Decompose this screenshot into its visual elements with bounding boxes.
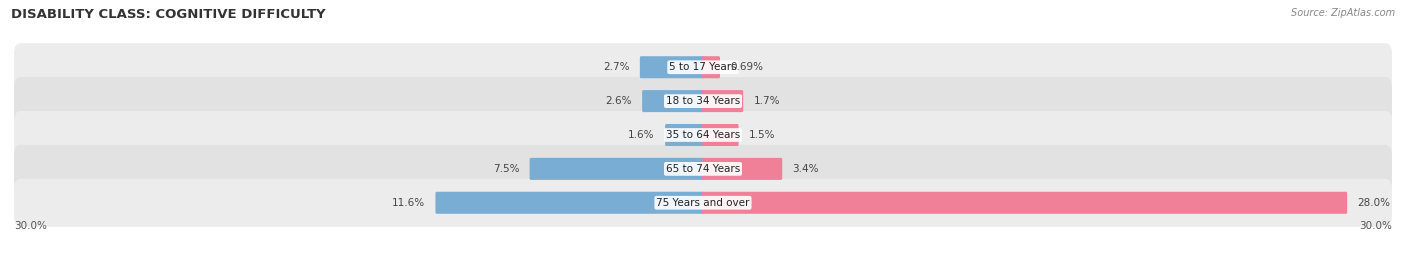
FancyBboxPatch shape <box>436 192 704 214</box>
FancyBboxPatch shape <box>14 77 1392 125</box>
FancyBboxPatch shape <box>14 111 1392 159</box>
Text: 1.7%: 1.7% <box>754 96 780 106</box>
Text: 2.7%: 2.7% <box>603 62 630 72</box>
Text: 18 to 34 Years: 18 to 34 Years <box>666 96 740 106</box>
FancyBboxPatch shape <box>702 56 720 78</box>
FancyBboxPatch shape <box>14 43 1392 91</box>
Text: 35 to 64 Years: 35 to 64 Years <box>666 130 740 140</box>
Text: 30.0%: 30.0% <box>14 221 46 231</box>
FancyBboxPatch shape <box>702 90 744 112</box>
Text: 1.5%: 1.5% <box>749 130 776 140</box>
FancyBboxPatch shape <box>702 158 782 180</box>
FancyBboxPatch shape <box>643 90 704 112</box>
Text: 1.6%: 1.6% <box>628 130 655 140</box>
Text: 5 to 17 Years: 5 to 17 Years <box>669 62 737 72</box>
Text: 11.6%: 11.6% <box>392 198 425 208</box>
FancyBboxPatch shape <box>665 124 704 146</box>
FancyBboxPatch shape <box>702 192 1347 214</box>
Text: 3.4%: 3.4% <box>793 164 820 174</box>
Text: 7.5%: 7.5% <box>492 164 519 174</box>
Text: 28.0%: 28.0% <box>1358 198 1391 208</box>
Text: 2.6%: 2.6% <box>606 96 631 106</box>
FancyBboxPatch shape <box>14 179 1392 227</box>
FancyBboxPatch shape <box>530 158 704 180</box>
Text: DISABILITY CLASS: COGNITIVE DIFFICULTY: DISABILITY CLASS: COGNITIVE DIFFICULTY <box>11 8 326 21</box>
Text: 75 Years and over: 75 Years and over <box>657 198 749 208</box>
Text: Source: ZipAtlas.com: Source: ZipAtlas.com <box>1291 8 1395 18</box>
Text: 65 to 74 Years: 65 to 74 Years <box>666 164 740 174</box>
FancyBboxPatch shape <box>14 145 1392 193</box>
Text: 30.0%: 30.0% <box>1360 221 1392 231</box>
FancyBboxPatch shape <box>640 56 704 78</box>
Text: 0.69%: 0.69% <box>730 62 763 72</box>
FancyBboxPatch shape <box>702 124 738 146</box>
